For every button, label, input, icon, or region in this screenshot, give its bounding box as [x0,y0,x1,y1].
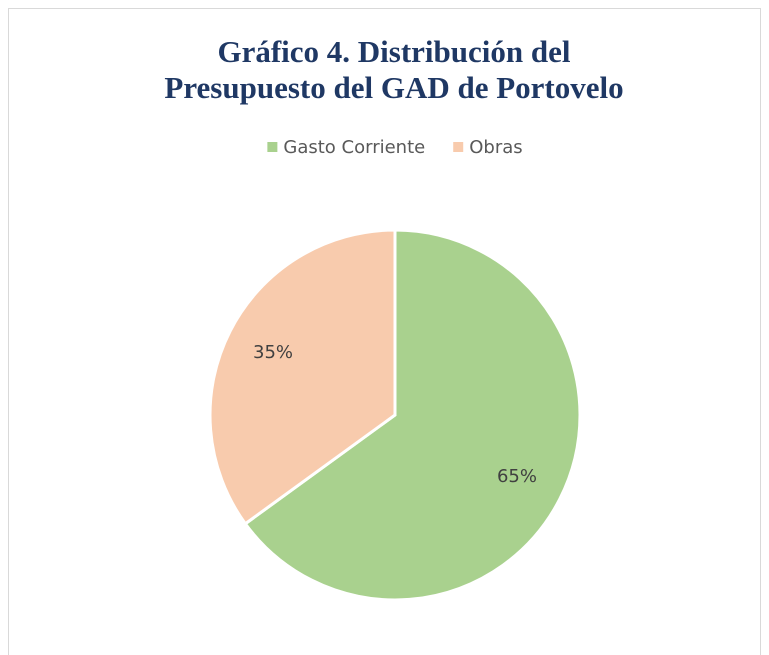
legend-marker [267,142,278,152]
pie-slice [243,228,582,602]
chart-title: Gráfico 4. Distribución del Presupuesto … [164,34,624,105]
chart-border [8,8,761,655]
legend-label: Gasto Corriente [283,137,425,158]
data-label: 35% [253,342,293,363]
legend-label: Obras [469,137,522,158]
legend-marker [453,142,464,152]
pie-slice [208,228,397,526]
data-label: 65% [497,466,537,487]
